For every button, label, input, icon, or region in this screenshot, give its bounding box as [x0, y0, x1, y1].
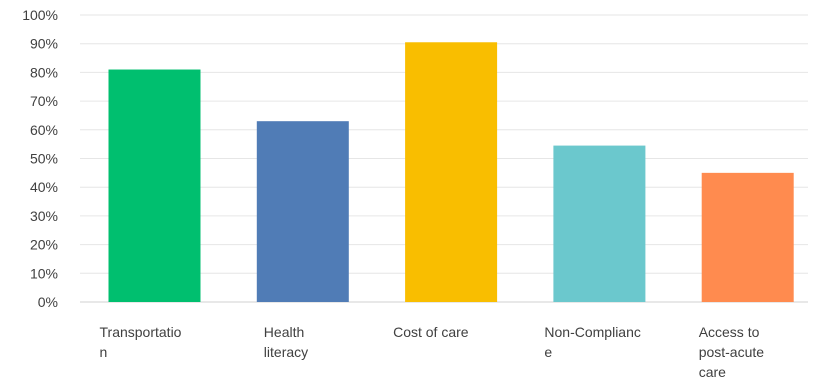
y-tick-label: 40%: [30, 179, 58, 195]
x-category-label-line: Non-Complianc: [544, 324, 640, 340]
x-category-label: Cost of care: [393, 324, 469, 340]
x-category-label: Health literacy: [264, 324, 308, 360]
x-category-label-line: n: [100, 344, 108, 360]
x-category-label-line: care: [699, 364, 726, 380]
y-tick-label: 30%: [30, 208, 58, 224]
y-tick-label: 90%: [30, 36, 58, 52]
x-category-label-line: Health: [264, 324, 304, 340]
y-tick-label: 10%: [30, 265, 58, 281]
y-tick-label: 100%: [22, 7, 58, 23]
y-tick-label: 20%: [30, 237, 58, 253]
x-category-label-line: literacy: [264, 344, 308, 360]
bars: [108, 42, 794, 302]
bar: [553, 145, 646, 302]
x-category-label-line: Access to: [699, 324, 760, 340]
x-category-label: Access to post-acute care: [699, 324, 765, 380]
x-category-label-line: e: [544, 344, 552, 360]
x-category-label: Non-Complianc e: [544, 324, 640, 360]
x-axis-category-labels: Transportatio n Health literacy Cost of care…: [100, 324, 765, 380]
x-category-label-line: Transportatio: [100, 324, 182, 340]
bar: [405, 42, 498, 302]
y-axis-tick-labels: 0% 10% 20% 30% 40% 50% 60% 70% 80% 90% 100%: [22, 7, 58, 310]
x-category-label-line: post-acute: [699, 344, 765, 360]
bar: [701, 172, 794, 302]
y-tick-label: 60%: [30, 122, 58, 138]
y-tick-label: 0%: [38, 294, 58, 310]
x-category-label-line: Cost of care: [393, 324, 469, 340]
bar: [256, 121, 349, 302]
bar: [108, 69, 201, 302]
y-tick-label: 80%: [30, 64, 58, 80]
y-tick-label: 50%: [30, 151, 58, 167]
x-category-label: Transportatio n: [100, 324, 182, 360]
y-tick-label: 70%: [30, 93, 58, 109]
